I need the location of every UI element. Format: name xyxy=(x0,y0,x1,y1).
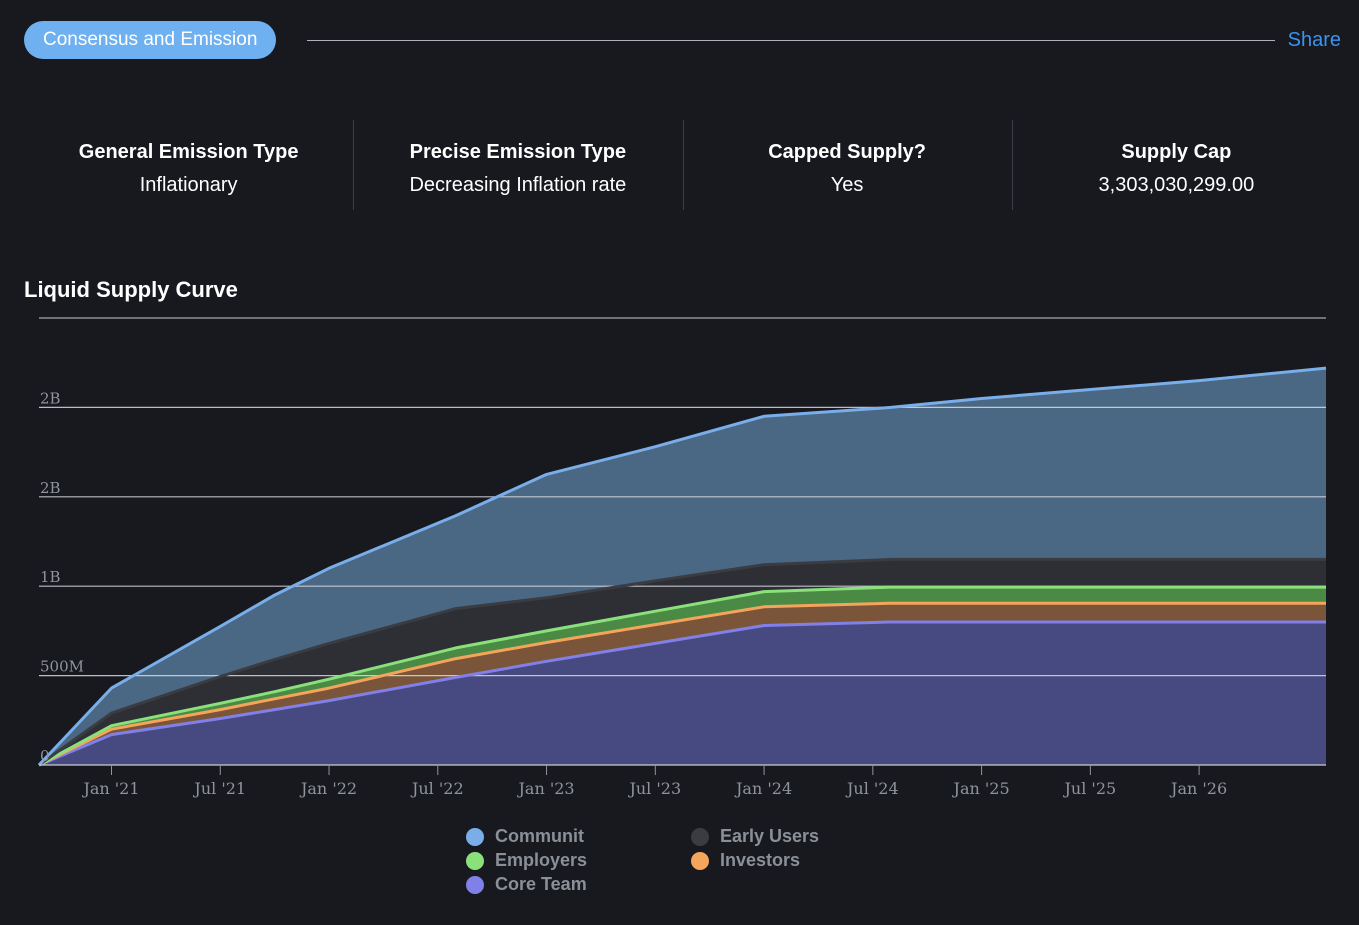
stat-supply-cap: Supply Cap 3,303,030,299.00 xyxy=(1011,120,1341,210)
legend-label: Investors xyxy=(720,850,801,870)
stat-label: General Emission Type xyxy=(78,141,299,163)
series-line-core-team xyxy=(38,620,1326,767)
x-tick-label: Jul '21 xyxy=(192,779,246,798)
x-tick-label: Jan '25 xyxy=(952,779,1010,798)
x-tick-label: Jan '22 xyxy=(299,779,357,798)
legend-item-employers[interactable]: Employers xyxy=(466,850,587,871)
series-line-investors xyxy=(38,601,1326,767)
stat-value: Yes xyxy=(830,174,864,196)
legend-label: Core Team xyxy=(495,874,587,894)
stat-value: Decreasing Inflation rate xyxy=(409,174,627,196)
legend-swatch xyxy=(466,827,484,846)
legend-label: Communit xyxy=(495,826,584,846)
legend-label: Early Users xyxy=(720,826,820,846)
stat-value: Inflationary xyxy=(139,174,238,196)
area-communit xyxy=(39,368,1326,765)
stat-capped-supply: Capped Supply? Yes xyxy=(682,120,1012,210)
y-tick-label: 500M xyxy=(40,658,84,676)
y-tick-label: 0 xyxy=(40,747,50,765)
section-header: Consensus and Emission Share xyxy=(24,21,1341,60)
x-tick-label: Jul '23 xyxy=(627,779,681,798)
stat-general-emission-type: General Emission Type Inflationary xyxy=(24,120,353,210)
area-core-team xyxy=(39,622,1326,765)
y-tick-label: 2B xyxy=(40,479,61,497)
legend-swatch xyxy=(691,851,709,870)
liquid-supply-chart: 0 500M 1B 2B 2B Jan '21 Jul '21 Jan '22 Jul '22 J… xyxy=(37,317,1327,798)
legend-swatch xyxy=(466,851,484,870)
x-tick-label: Jan '26 xyxy=(1169,779,1227,798)
series-line-early-users xyxy=(38,557,1326,767)
stat-label: Capped Supply? xyxy=(768,141,927,163)
y-tick-label: 1B xyxy=(40,568,61,586)
chart-title: Liquid Supply Curve xyxy=(24,277,238,302)
x-tick-label: Jan '23 xyxy=(516,779,574,798)
legend-label: Employers xyxy=(495,850,588,870)
chart-legend: Communit Early Users Employers Investors Cor… xyxy=(466,826,886,900)
x-tick-label: Jul '24 xyxy=(845,779,899,798)
area-investors xyxy=(39,603,1326,765)
x-tick-label: Jul '22 xyxy=(410,779,464,798)
x-tick-label: Jan '21 xyxy=(81,779,139,798)
section-title-pill[interactable]: Consensus and Emission xyxy=(24,21,277,59)
stat-label: Supply Cap xyxy=(1121,141,1232,163)
stat-precise-emission-type: Precise Emission Type Decreasing Inflati… xyxy=(353,120,682,210)
legend-swatch xyxy=(691,827,709,846)
legend-item-investors[interactable]: Investors xyxy=(691,850,800,871)
legend-swatch xyxy=(466,875,484,894)
series-line-employers xyxy=(38,585,1326,767)
legend-item-early-users[interactable]: Early Users xyxy=(691,826,819,847)
legend-item-core-team[interactable]: Core Team xyxy=(466,874,587,895)
x-tick-label: Jan '24 xyxy=(734,779,792,798)
share-link[interactable]: Share xyxy=(1287,29,1341,51)
header-divider xyxy=(307,40,1275,41)
stat-label: Precise Emission Type xyxy=(409,141,627,163)
y-tick-label: 2B xyxy=(40,389,61,407)
area-early-users xyxy=(39,559,1326,765)
emission-stats: General Emission Type Inflationary Preci… xyxy=(24,120,1341,210)
x-tick-label: Jul '25 xyxy=(1063,779,1117,798)
stat-value: 3,303,030,299.00 xyxy=(1098,174,1255,196)
legend-item-communit[interactable]: Communit xyxy=(466,826,584,847)
series-line-communit xyxy=(37,366,1327,767)
